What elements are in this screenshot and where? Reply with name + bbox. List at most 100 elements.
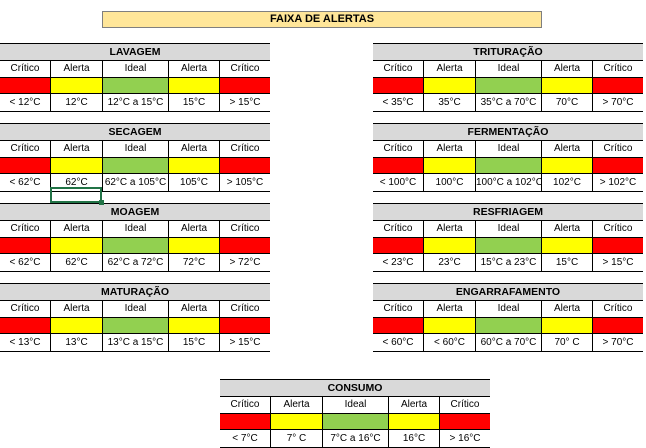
value-cell[interactable]: 62°C: [51, 174, 103, 192]
level-label[interactable]: Crítico: [603, 63, 633, 74]
value-cell[interactable]: < 7°C: [220, 430, 271, 448]
value-cell[interactable]: > 70°C: [593, 334, 643, 352]
level-label[interactable]: Ideal: [476, 141, 542, 157]
value-cell[interactable]: < 60°C: [373, 334, 424, 352]
color-cell[interactable]: [103, 238, 169, 254]
color-cell[interactable]: [51, 158, 103, 174]
value-cell[interactable]: > 15°C: [220, 94, 270, 112]
level-label[interactable]: Crítico: [0, 221, 51, 237]
level-label[interactable]: Alerta: [542, 221, 593, 237]
color-cell[interactable]: [169, 158, 220, 174]
color-cell[interactable]: [476, 238, 542, 254]
value-cell[interactable]: 16°C: [389, 430, 440, 448]
value-cell[interactable]: 15°C: [542, 254, 593, 272]
color-cell[interactable]: [51, 318, 103, 334]
value-cell[interactable]: 7° C: [271, 430, 323, 448]
value-cell[interactable]: < 100°C: [373, 174, 424, 192]
color-cell[interactable]: [424, 78, 476, 94]
color-cell[interactable]: [476, 158, 542, 174]
color-cell[interactable]: [476, 318, 542, 334]
value-cell[interactable]: > 15°C: [220, 334, 270, 352]
value-cell[interactable]: 100°C a 102°C: [476, 174, 542, 192]
value-cell[interactable]: 15°C: [169, 334, 220, 352]
level-label[interactable]: Crítico: [230, 303, 260, 314]
color-cell[interactable]: [51, 78, 103, 94]
table-header[interactable]: CONSUMO: [220, 379, 490, 397]
level-label[interactable]: Alerta: [424, 301, 476, 317]
level-label[interactable]: Ideal: [103, 141, 169, 157]
value-cell[interactable]: 13°C: [51, 334, 103, 352]
level-label[interactable]: Crítico: [603, 143, 633, 154]
color-cell[interactable]: [0, 238, 51, 254]
level-label[interactable]: Alerta: [169, 301, 220, 317]
color-cell[interactable]: [373, 238, 424, 254]
value-cell[interactable]: 70° C: [542, 334, 593, 352]
level-label[interactable]: Alerta: [542, 301, 593, 317]
table-header[interactable]: FERMENTAÇÃO: [373, 123, 643, 141]
color-cell[interactable]: [220, 318, 270, 334]
value-cell[interactable]: > 16°C: [440, 430, 490, 448]
level-label[interactable]: Alerta: [169, 61, 220, 77]
value-cell[interactable]: > 70°C: [593, 94, 643, 112]
level-label[interactable]: Alerta: [424, 61, 476, 77]
level-label[interactable]: Alerta: [51, 301, 103, 317]
table-header[interactable]: MOAGEM: [0, 203, 270, 221]
level-label[interactable]: Ideal: [476, 221, 542, 237]
value-cell[interactable]: < 60°C: [424, 334, 476, 352]
level-label[interactable]: Alerta: [51, 141, 103, 157]
value-cell[interactable]: 12°C a 15°C: [103, 94, 169, 112]
table-header[interactable]: SECAGEM: [0, 123, 270, 141]
color-cell[interactable]: [169, 238, 220, 254]
value-cell[interactable]: 15°C a 23°C: [476, 254, 542, 272]
value-cell[interactable]: 35°C a 70°C: [476, 94, 542, 112]
color-cell[interactable]: [542, 78, 593, 94]
color-cell[interactable]: [220, 414, 271, 430]
value-cell[interactable]: 72°C: [169, 254, 220, 272]
color-cell[interactable]: [389, 414, 440, 430]
color-cell[interactable]: [169, 318, 220, 334]
level-label[interactable]: Ideal: [476, 301, 542, 317]
value-cell[interactable]: 70°C: [542, 94, 593, 112]
level-label[interactable]: Crítico: [603, 223, 633, 234]
color-cell[interactable]: [103, 78, 169, 94]
level-label[interactable]: Crítico: [230, 63, 260, 74]
color-cell[interactable]: [424, 238, 476, 254]
color-cell[interactable]: [51, 238, 103, 254]
value-cell[interactable]: > 105°C: [220, 174, 270, 192]
value-cell[interactable]: 62°C a 105°C: [103, 174, 169, 192]
level-label[interactable]: Crítico: [0, 301, 51, 317]
value-cell[interactable]: > 15°C: [593, 254, 643, 272]
level-label[interactable]: Crítico: [373, 61, 424, 77]
color-cell[interactable]: [0, 318, 51, 334]
level-label[interactable]: Crítico: [0, 61, 51, 77]
table-header[interactable]: LAVAGEM: [0, 43, 270, 61]
value-cell[interactable]: 62°C a 72°C: [103, 254, 169, 272]
value-cell[interactable]: < 62°C: [0, 254, 51, 272]
selected-cell[interactable]: [50, 187, 104, 205]
color-cell[interactable]: [373, 158, 424, 174]
table-header[interactable]: TRITURAÇÃO: [373, 43, 643, 61]
level-label[interactable]: Ideal: [323, 397, 389, 413]
color-cell[interactable]: [169, 78, 220, 94]
value-cell[interactable]: 15°C: [169, 94, 220, 112]
value-cell[interactable]: 13°C a 15°C: [103, 334, 169, 352]
value-cell[interactable]: 12°C: [51, 94, 103, 112]
color-cell[interactable]: [593, 78, 643, 94]
table-header[interactable]: ENGARRAFAMENTO: [373, 283, 643, 301]
color-cell[interactable]: [103, 318, 169, 334]
value-cell[interactable]: 23°C: [424, 254, 476, 272]
level-label[interactable]: Ideal: [103, 221, 169, 237]
value-cell[interactable]: 102°C: [542, 174, 593, 192]
color-cell[interactable]: [593, 318, 643, 334]
color-cell[interactable]: [103, 158, 169, 174]
table-header[interactable]: MATURAÇÃO: [0, 283, 270, 301]
color-cell[interactable]: [220, 238, 270, 254]
level-label[interactable]: Alerta: [389, 397, 440, 413]
level-label[interactable]: Alerta: [51, 221, 103, 237]
level-label[interactable]: Alerta: [169, 141, 220, 157]
value-cell[interactable]: < 12°C: [0, 94, 51, 112]
level-label[interactable]: Crítico: [373, 301, 424, 317]
color-cell[interactable]: [542, 318, 593, 334]
value-cell[interactable]: < 13°C: [0, 334, 51, 352]
level-label[interactable]: Crítico: [220, 397, 271, 413]
